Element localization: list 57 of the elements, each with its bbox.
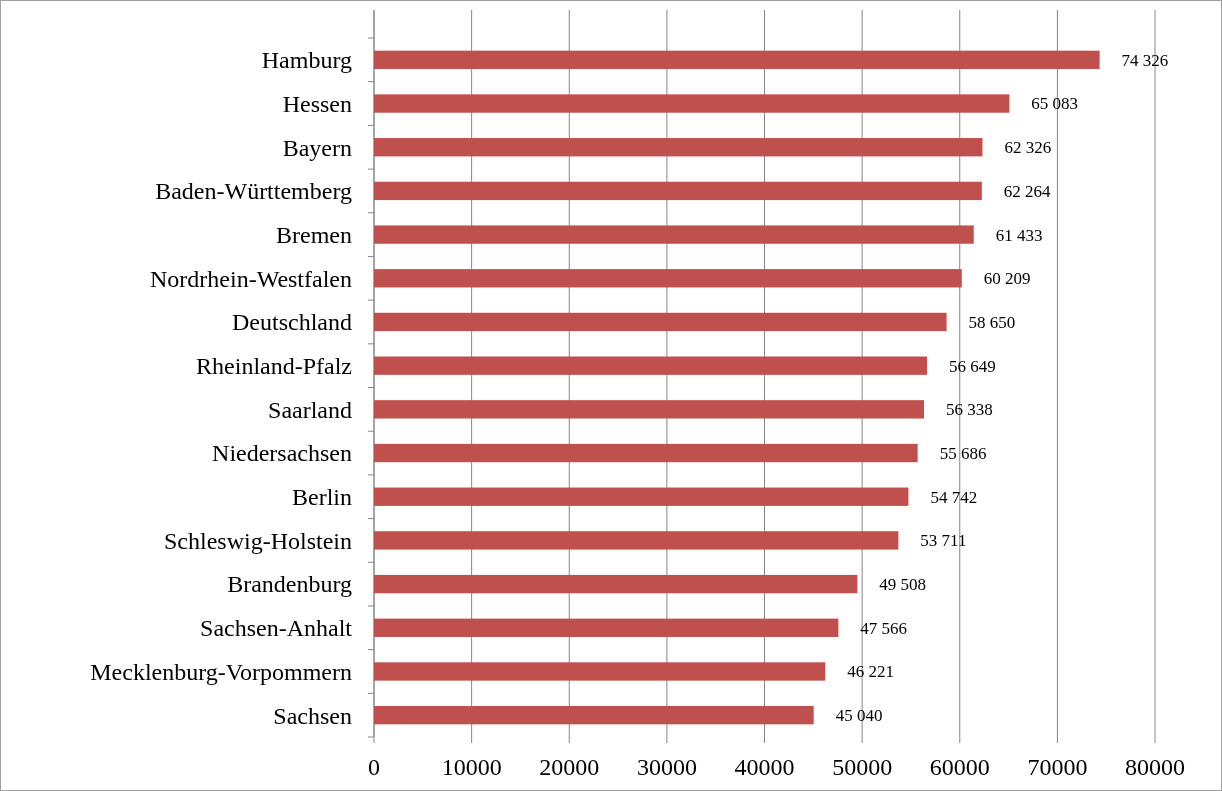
bar: [374, 705, 814, 725]
data-label: 62 326: [1004, 138, 1052, 158]
bar: [374, 50, 1100, 70]
y-tick-label: Bayern: [282, 134, 352, 161]
y-tick-label: Bremen: [276, 221, 352, 248]
y-tick-label: Deutschland: [232, 309, 352, 336]
bar: [374, 662, 826, 681]
y-tick-label: Nordrhein-Westfalen: [150, 265, 352, 292]
y-tick-label: Sachsen-Anhalt: [200, 615, 353, 642]
y-tick-label: Baden-Württemberg: [155, 178, 352, 205]
x-tick-label: 40000: [734, 754, 795, 780]
y-tick-label: Mecklenburg-Vorpommern: [90, 658, 352, 685]
bar: [374, 443, 918, 463]
bar: [374, 400, 924, 419]
bar: [374, 269, 962, 288]
bar: [374, 618, 839, 637]
data-label: 47 566: [860, 618, 908, 638]
y-tick-label: Hamburg: [261, 47, 352, 74]
bar: [374, 356, 928, 375]
y-tick-label: Niedersachsen: [212, 440, 352, 467]
data-label: 74 326: [1121, 50, 1169, 70]
data-label: 61 433: [995, 225, 1043, 245]
y-tick-label: Brandenburg: [227, 571, 352, 598]
bar: [374, 225, 974, 244]
x-tick-label: 10000: [441, 754, 502, 780]
bar: [374, 138, 983, 157]
y-tick-label: Hessen: [282, 90, 352, 117]
data-label: 53 711: [920, 531, 967, 551]
x-tick-label: 70000: [1027, 754, 1088, 780]
x-tick-label: 30000: [636, 754, 697, 780]
data-label: 49 508: [879, 575, 927, 595]
y-tick-label: Sachsen: [273, 702, 352, 729]
bar: [374, 94, 1010, 113]
bar: [374, 574, 858, 594]
data-label: 60 209: [983, 269, 1031, 289]
data-label: 46 221: [847, 662, 894, 682]
y-tick-label: Saarland: [268, 396, 352, 423]
data-label: 45 040: [835, 706, 883, 726]
data-label: 62 264: [1003, 181, 1052, 201]
x-tick-label: 0: [368, 754, 380, 780]
data-label: 65 083: [1031, 94, 1079, 114]
data-label: 54 742: [930, 487, 978, 507]
x-tick-label: 20000: [539, 754, 600, 780]
data-label: 58 650: [968, 312, 1016, 332]
y-tick-label: Schleswig-Holstein: [164, 527, 352, 554]
data-label: 55 686: [939, 443, 987, 463]
bar: [374, 181, 982, 201]
bar: [374, 531, 899, 550]
y-tick-label: Rheinland-Pfalz: [196, 353, 352, 380]
y-tick-label: Berlin: [292, 484, 352, 511]
x-tick-label: 60000: [929, 754, 990, 780]
bar: [374, 312, 947, 332]
x-tick-label: 50000: [832, 754, 893, 780]
data-label: 56 338: [946, 400, 993, 420]
x-tick-label: 80000: [1125, 754, 1185, 780]
data-label: 56 649: [949, 356, 996, 376]
bar: [374, 487, 909, 506]
